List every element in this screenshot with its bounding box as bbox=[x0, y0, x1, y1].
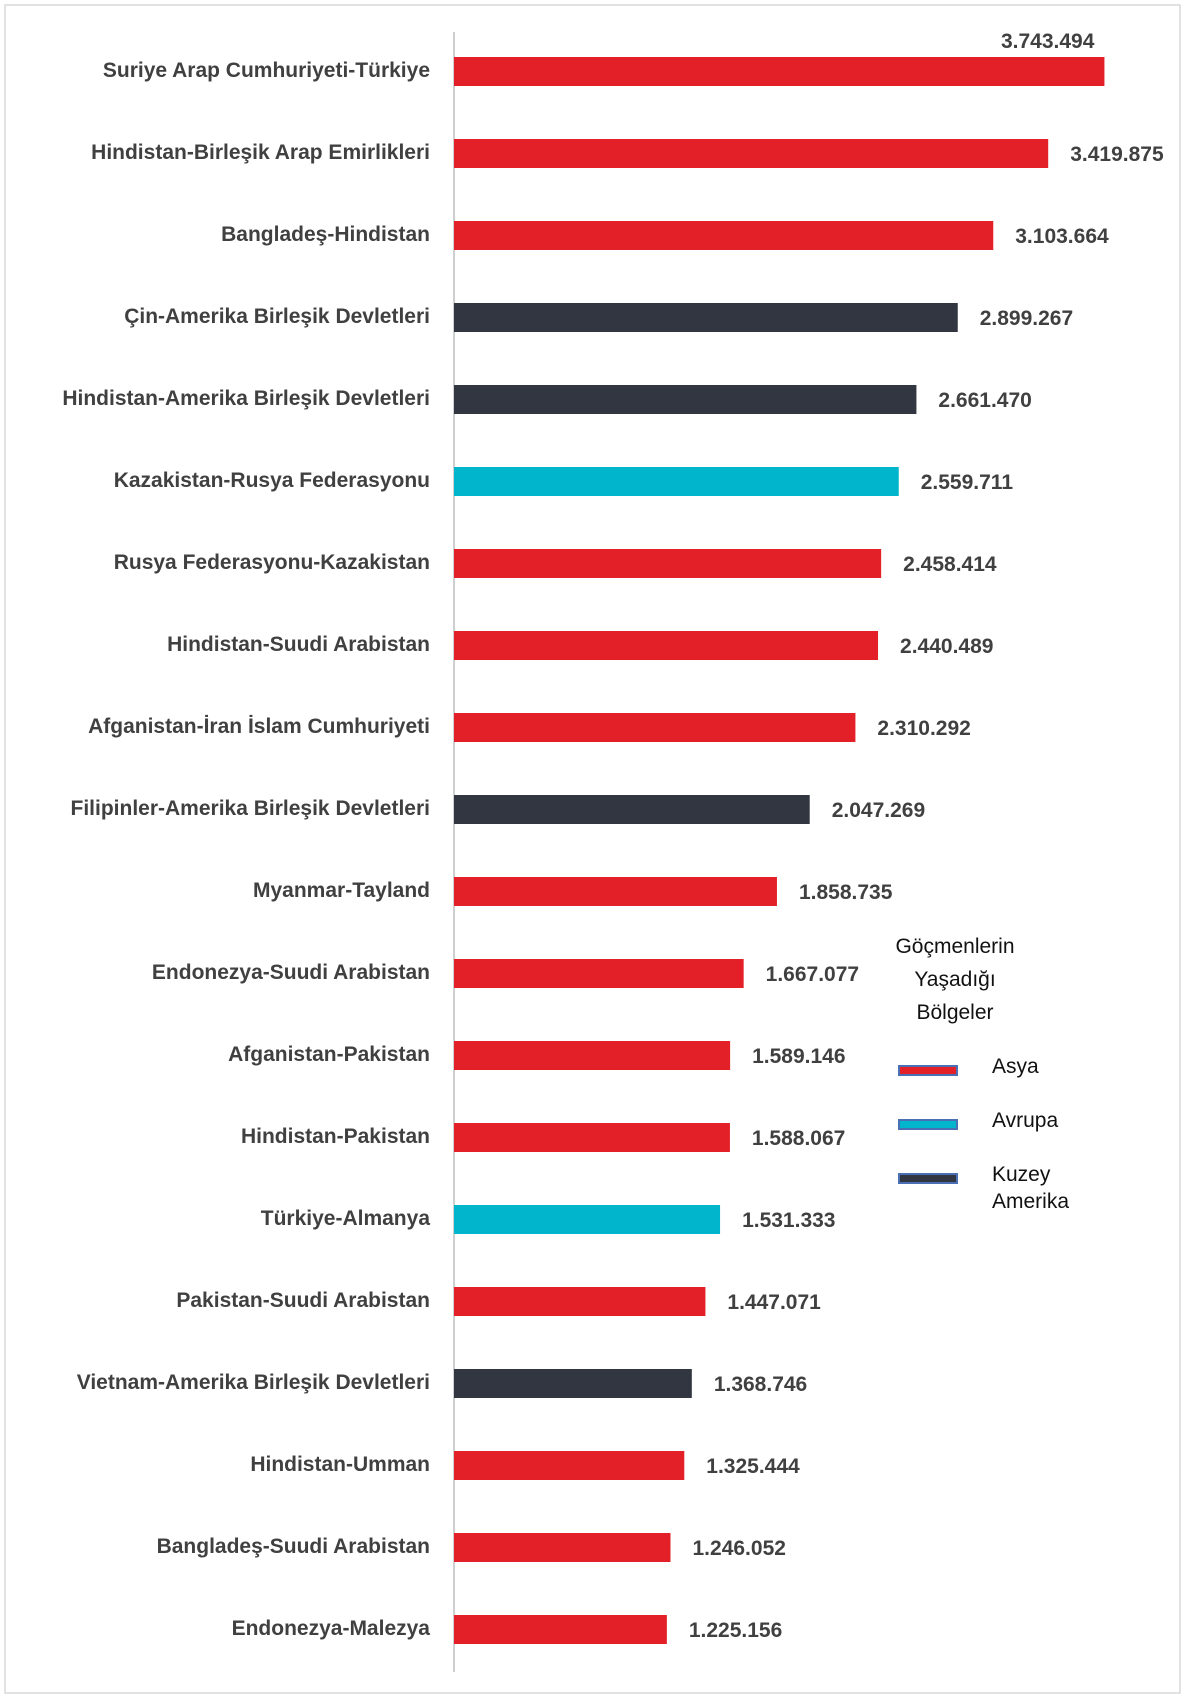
value-label: 1.325.444 bbox=[706, 1455, 800, 1478]
y-tick-label: Hindistan-Suudi Arabistan bbox=[167, 633, 430, 656]
y-tick-label: Vietnam-Amerika Birleşik Devletleri bbox=[77, 1371, 430, 1394]
y-tick-label: Endonezya-Suudi Arabistan bbox=[152, 961, 430, 984]
legend-swatch bbox=[898, 1119, 958, 1130]
bar bbox=[454, 221, 994, 250]
value-label: 2.458.414 bbox=[903, 553, 997, 576]
y-tick-label: Çin-Amerika Birleşik Devletleri bbox=[124, 305, 430, 328]
value-label: 1.531.333 bbox=[742, 1209, 835, 1232]
value-label: 1.225.156 bbox=[689, 1619, 782, 1642]
value-label: 2.310.292 bbox=[877, 717, 970, 740]
value-label: 1.246.052 bbox=[693, 1537, 786, 1560]
value-label: 1.858.735 bbox=[799, 881, 893, 904]
y-tick-label: Hindistan-Birleşik Arap Emirlikleri bbox=[91, 141, 430, 164]
y-tick-label: Rusya Federasyonu-Kazakistan bbox=[114, 551, 430, 574]
y-tick-label: Hindistan-Umman bbox=[250, 1453, 430, 1476]
value-label: 3.743.494 bbox=[1001, 30, 1095, 53]
value-label: 2.047.269 bbox=[832, 799, 925, 822]
y-tick-label: Afganistan-Pakistan bbox=[228, 1043, 430, 1066]
value-label: 2.440.489 bbox=[900, 635, 993, 658]
bar bbox=[454, 795, 810, 824]
value-label: 1.368.746 bbox=[714, 1373, 807, 1396]
bar bbox=[454, 549, 882, 578]
bar bbox=[454, 303, 958, 332]
legend-swatch bbox=[898, 1065, 958, 1076]
legend-label: Avrupa bbox=[992, 1109, 1059, 1132]
legend-swatch bbox=[898, 1173, 958, 1184]
y-tick-label: Filipinler-Amerika Birleşik Devletleri bbox=[71, 797, 430, 820]
bar bbox=[454, 877, 777, 906]
bar bbox=[454, 959, 744, 988]
value-label: 2.899.267 bbox=[980, 307, 1073, 330]
value-label: 1.447.071 bbox=[727, 1291, 821, 1314]
y-tick-label: Suriye Arap Cumhuriyeti-Türkiye bbox=[103, 59, 430, 82]
legend-label: Kuzey Amerika bbox=[992, 1163, 1070, 1213]
legend-item: Kuzey Amerika bbox=[880, 1161, 1080, 1215]
value-label: 1.589.146 bbox=[752, 1045, 845, 1068]
bar bbox=[454, 1533, 671, 1562]
value-label: 1.667.077 bbox=[766, 963, 859, 986]
bar bbox=[454, 1205, 721, 1234]
bar bbox=[454, 1451, 685, 1480]
value-label: 2.559.711 bbox=[921, 471, 1014, 494]
value-label: 1.588.067 bbox=[752, 1127, 845, 1150]
bar bbox=[454, 713, 856, 742]
bar bbox=[454, 467, 899, 496]
y-tick-label: Endonezya-Malezya bbox=[232, 1617, 431, 1640]
legend-title: Göçmenlerin Yaşadığı Bölgeler bbox=[895, 935, 1015, 1024]
y-tick-label: Türkiye-Almanya bbox=[261, 1207, 431, 1230]
y-tick-label: Hindistan-Amerika Birleşik Devletleri bbox=[62, 387, 430, 410]
legend-item: Asya bbox=[880, 1053, 1080, 1107]
bar bbox=[454, 139, 1049, 168]
legend: Göçmenlerin Yaşadığı Bölgeler Asya Avrupa… bbox=[880, 930, 1080, 1215]
bar bbox=[454, 1615, 667, 1644]
y-tick-label: Pakistan-Suudi Arabistan bbox=[176, 1289, 430, 1312]
bar bbox=[454, 1123, 730, 1152]
legend-item: Avrupa bbox=[880, 1107, 1080, 1161]
bar bbox=[454, 1287, 706, 1316]
bar bbox=[454, 631, 879, 660]
bar bbox=[454, 57, 1105, 86]
frame bbox=[4, 4, 1181, 1694]
y-tick-label: Kazakistan-Rusya Federasyonu bbox=[114, 469, 430, 492]
y-tick-label: Bangladeş-Hindistan bbox=[221, 223, 430, 246]
y-tick-label: Myanmar-Tayland bbox=[253, 879, 430, 902]
value-label: 3.419.875 bbox=[1070, 143, 1164, 166]
bar bbox=[454, 385, 917, 414]
y-tick-label: Bangladeş-Suudi Arabistan bbox=[157, 1535, 430, 1558]
value-label: 3.103.664 bbox=[1015, 225, 1109, 248]
y-tick-label: Hindistan-Pakistan bbox=[241, 1125, 430, 1148]
bar bbox=[454, 1041, 731, 1070]
legend-label: Asya bbox=[992, 1055, 1039, 1078]
value-label: 2.661.470 bbox=[938, 389, 1031, 412]
bar bbox=[454, 1369, 692, 1398]
y-tick-label: Afganistan-İran İslam Cumhuriyeti bbox=[88, 715, 430, 738]
